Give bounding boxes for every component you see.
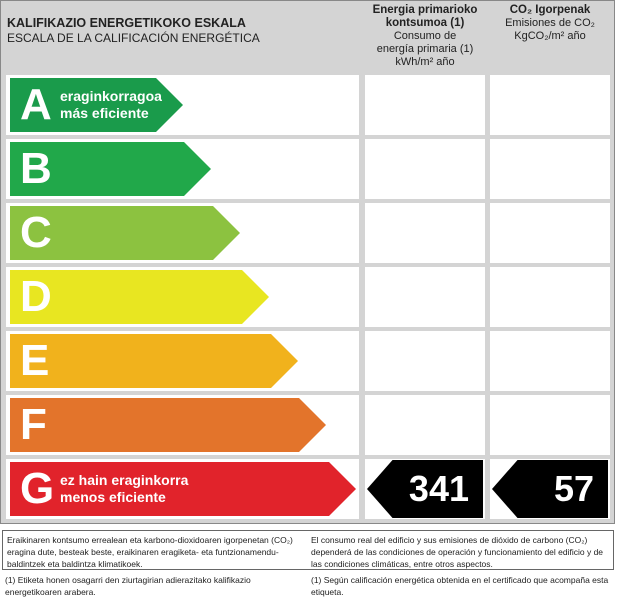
rating-arrow-B: B	[10, 142, 211, 196]
emissions-cell	[490, 203, 610, 263]
consumption-header-es2: energía primaria (1)	[376, 43, 474, 55]
rating-arrow-C: C	[10, 206, 240, 260]
rating-letter: C	[20, 208, 52, 257]
footnote-eu: (1) Etiketa honen osagarri den ziurtagir…	[5, 575, 251, 597]
rating-desc-es: menos eficiente	[60, 489, 166, 505]
consumption-header: Energia primarioko kontsumoa (1) Consumo…	[363, 4, 487, 69]
consumption-cell	[365, 139, 485, 199]
consumption-header-eu2: kontsumoa (1)	[385, 17, 465, 29]
consumption-cell	[365, 75, 485, 135]
emissions-cell	[490, 395, 610, 455]
consumption-unit: kWh/m² año	[395, 56, 455, 68]
footnote-es: (1) Según calificación energética obteni…	[311, 575, 609, 597]
footer-box: Eraikinaren kontsumo errealean eta karbo…	[2, 530, 614, 570]
energy-label-panel: KALIFIKAZIO ENERGETIKOKO ESKALA ESCALA D…	[0, 0, 615, 524]
consumption-header-es1: Consumo de	[393, 30, 457, 42]
emissions-value: 57	[492, 460, 608, 518]
rating-description: ez hain eraginkorra menos eficiente	[60, 472, 188, 506]
consumption-cell	[365, 267, 485, 327]
consumption-header-eu1: Energia primarioko	[372, 4, 478, 16]
title-eu: KALIFIKAZIO ENERGETIKOKO ESKALA	[7, 16, 246, 30]
rating-desc-es: más eficiente	[60, 105, 149, 121]
emissions-header-es: Emisiones de CO₂	[505, 17, 595, 29]
rating-letter: B	[20, 144, 52, 193]
emissions-cell	[490, 267, 610, 327]
consumption-cell	[365, 203, 485, 263]
rating-arrow-D: D	[10, 270, 269, 324]
emissions-unit: KgCO₂/m² año	[514, 30, 586, 42]
rating-desc-eu: eraginkorragoa	[60, 88, 162, 104]
consumption-value: 341	[367, 460, 483, 518]
rating-letter: A	[20, 80, 52, 129]
footer-text-eu: Eraikinaren kontsumo errealean eta karbo…	[7, 535, 293, 569]
title-es: ESCALA DE LA CALIFICACIÓN ENERGÉTICA	[7, 31, 260, 45]
rating-letter: G	[20, 464, 55, 513]
rating-arrow-E: E	[10, 334, 298, 388]
rating-arrow-F: F	[10, 398, 326, 452]
emissions-cell	[490, 331, 610, 391]
rating-desc-eu: ez hain eraginkorra	[60, 472, 189, 488]
consumption-cell	[365, 331, 485, 391]
rating-letter: D	[20, 272, 52, 321]
emissions-header: CO₂ Igorpenak Emisiones de CO₂ KgCO₂/m² …	[489, 4, 611, 43]
footer-text-es: El consumo real del edificio y sus emisi…	[311, 535, 604, 569]
rating-description: eraginkorragoa más eficiente	[60, 88, 162, 122]
emissions-header-eu: CO₂ Igorpenak	[509, 4, 591, 16]
emissions-cell	[490, 139, 610, 199]
rating-letter: E	[20, 336, 50, 385]
consumption-cell	[365, 395, 485, 455]
rating-letter: F	[20, 400, 47, 449]
emissions-cell	[490, 75, 610, 135]
